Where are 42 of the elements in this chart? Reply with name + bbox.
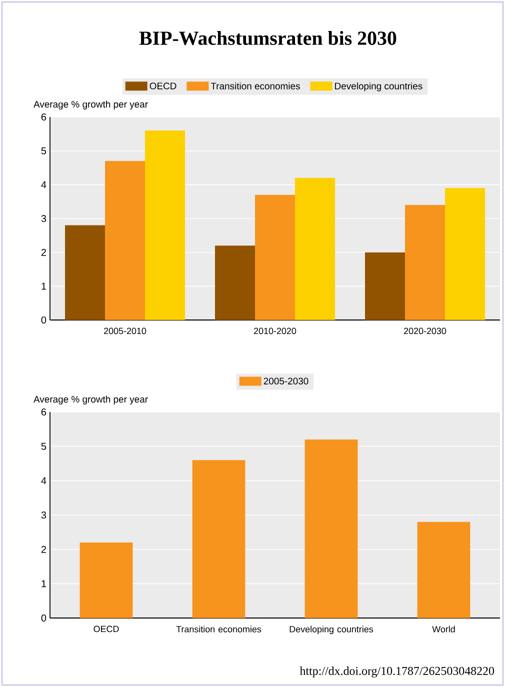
chart-title: BIP-Wachstumsraten bis 2030 bbox=[139, 30, 396, 46]
legend-label: 2005-2030 bbox=[264, 378, 308, 384]
y-tick-label: 3 bbox=[41, 214, 46, 222]
bar bbox=[445, 188, 485, 320]
x-tick-label: 2005-2010 bbox=[104, 328, 146, 334]
bar bbox=[105, 160, 145, 320]
x-tick-label: 2010-2020 bbox=[254, 328, 296, 334]
y-tick-label: 6 bbox=[41, 408, 46, 416]
x-tick-label: World bbox=[432, 626, 455, 632]
x-tick-label: OECD bbox=[94, 626, 119, 632]
bar bbox=[405, 204, 445, 320]
bar bbox=[295, 178, 335, 320]
bar bbox=[65, 225, 105, 320]
y-tick-label: 1 bbox=[42, 282, 46, 290]
y-tick-label: 3 bbox=[41, 511, 46, 519]
x-tick-label: Developing countries bbox=[290, 626, 374, 634]
bar bbox=[145, 130, 185, 320]
y-tick-label: 5 bbox=[41, 442, 46, 450]
legend-label: Transition economies bbox=[210, 82, 300, 90]
y-tick-label: 2 bbox=[41, 248, 46, 256]
y-tick-label: 4 bbox=[41, 477, 46, 484]
y-tick-label: 1 bbox=[42, 580, 46, 588]
bar bbox=[255, 194, 295, 320]
y-tick-label: 6 bbox=[41, 113, 46, 121]
y-tick-label: 4 bbox=[41, 181, 46, 188]
bar bbox=[80, 542, 133, 618]
text: http://dx.doi.org/10.1787/262503048220 bbox=[300, 666, 494, 678]
bar bbox=[304, 439, 358, 618]
bar bbox=[215, 246, 255, 320]
legend-label: OECD bbox=[150, 82, 176, 90]
y-tick-label: 0 bbox=[41, 316, 46, 324]
y-tick-label: 5 bbox=[41, 147, 46, 154]
legend-label: Developing countries bbox=[335, 82, 422, 92]
y-axis-title: Average % growth per year bbox=[34, 396, 148, 404]
y-axis-title: Average % growth per year bbox=[34, 100, 148, 110]
y-tick-label: 2 bbox=[41, 546, 46, 553]
x-tick-label: Transition economies bbox=[176, 626, 262, 632]
y-tick-label: 0 bbox=[41, 614, 46, 622]
bar bbox=[192, 460, 246, 618]
bar bbox=[365, 252, 405, 320]
bar bbox=[417, 522, 470, 618]
x-tick-label: 2020-2030 bbox=[404, 328, 446, 334]
